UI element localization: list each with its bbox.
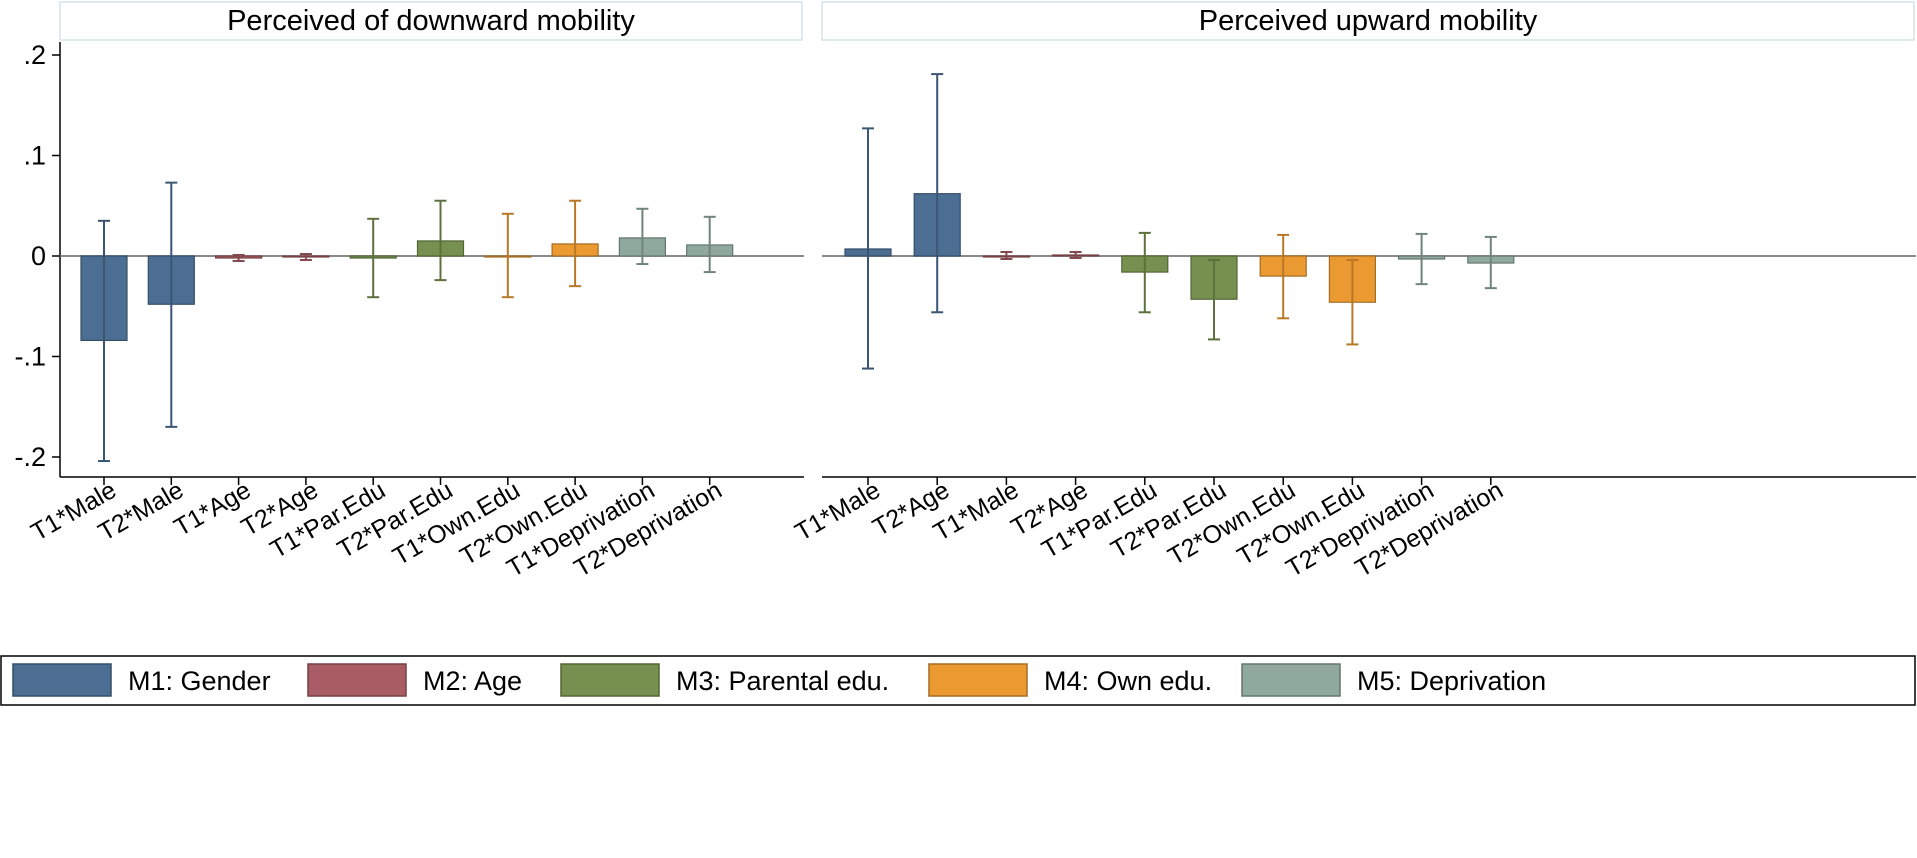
- x-tick-label: T1*Age: [169, 476, 255, 542]
- y-tick-label: -.2: [14, 442, 46, 472]
- legend-label: M5: Deprivation: [1357, 666, 1546, 696]
- y-tick-label: -.1: [14, 342, 46, 372]
- legend-label: M2: Age: [423, 666, 522, 696]
- legend-label: M3: Parental edu.: [676, 666, 889, 696]
- panel-title-box: [821, 1, 1915, 41]
- legend-swatch: [12, 663, 112, 697]
- panel-title: Perceived upward mobility: [1199, 5, 1538, 37]
- y-tick-label: .1: [23, 141, 46, 171]
- x-tick-label: T1*Male: [790, 476, 885, 547]
- legend-label: M1: Gender: [128, 666, 271, 696]
- panel-title-box: [59, 1, 803, 41]
- panel-title: Perceived of downward mobility: [227, 5, 635, 37]
- legend-swatch: [1241, 663, 1341, 697]
- y-tick-label: 0: [31, 241, 46, 271]
- legend-label: M4: Own edu.: [1044, 666, 1212, 696]
- legend-swatch: [560, 663, 660, 697]
- y-tick-label: .2: [23, 40, 46, 70]
- legend-swatch: [928, 663, 1028, 697]
- legend-swatch: [307, 663, 407, 697]
